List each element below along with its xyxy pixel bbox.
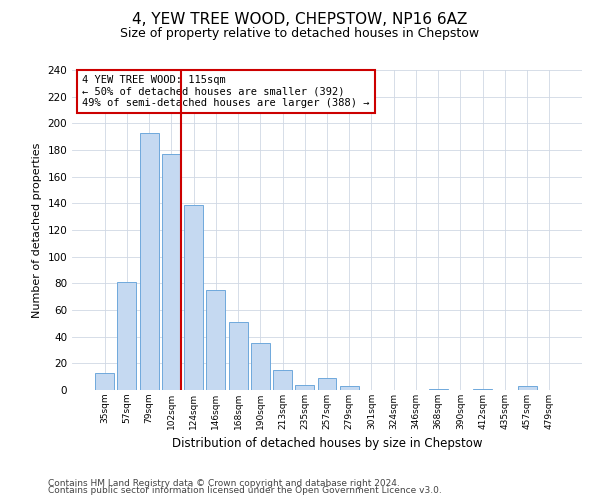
Bar	[273, 370, 292, 390]
Bar	[295, 384, 314, 390]
Text: 4 YEW TREE WOOD: 115sqm
← 50% of detached houses are smaller (392)
49% of semi-d: 4 YEW TREE WOOD: 115sqm ← 50% of detache…	[82, 75, 370, 108]
Bar	[229, 322, 248, 390]
Bar	[317, 378, 337, 390]
Bar	[251, 344, 270, 390]
Text: 4, YEW TREE WOOD, CHEPSTOW, NP16 6AZ: 4, YEW TREE WOOD, CHEPSTOW, NP16 6AZ	[133, 12, 467, 28]
Bar	[473, 388, 492, 390]
Text: Contains public sector information licensed under the Open Government Licence v3: Contains public sector information licen…	[48, 486, 442, 495]
Bar	[162, 154, 181, 390]
Bar	[429, 388, 448, 390]
Bar	[340, 386, 359, 390]
Bar	[118, 282, 136, 390]
Bar	[140, 132, 158, 390]
X-axis label: Distribution of detached houses by size in Chepstow: Distribution of detached houses by size …	[172, 438, 482, 450]
Y-axis label: Number of detached properties: Number of detached properties	[32, 142, 42, 318]
Bar	[206, 290, 225, 390]
Bar	[184, 204, 203, 390]
Text: Size of property relative to detached houses in Chepstow: Size of property relative to detached ho…	[121, 28, 479, 40]
Bar	[95, 372, 114, 390]
Bar	[518, 386, 536, 390]
Text: Contains HM Land Registry data © Crown copyright and database right 2024.: Contains HM Land Registry data © Crown c…	[48, 478, 400, 488]
